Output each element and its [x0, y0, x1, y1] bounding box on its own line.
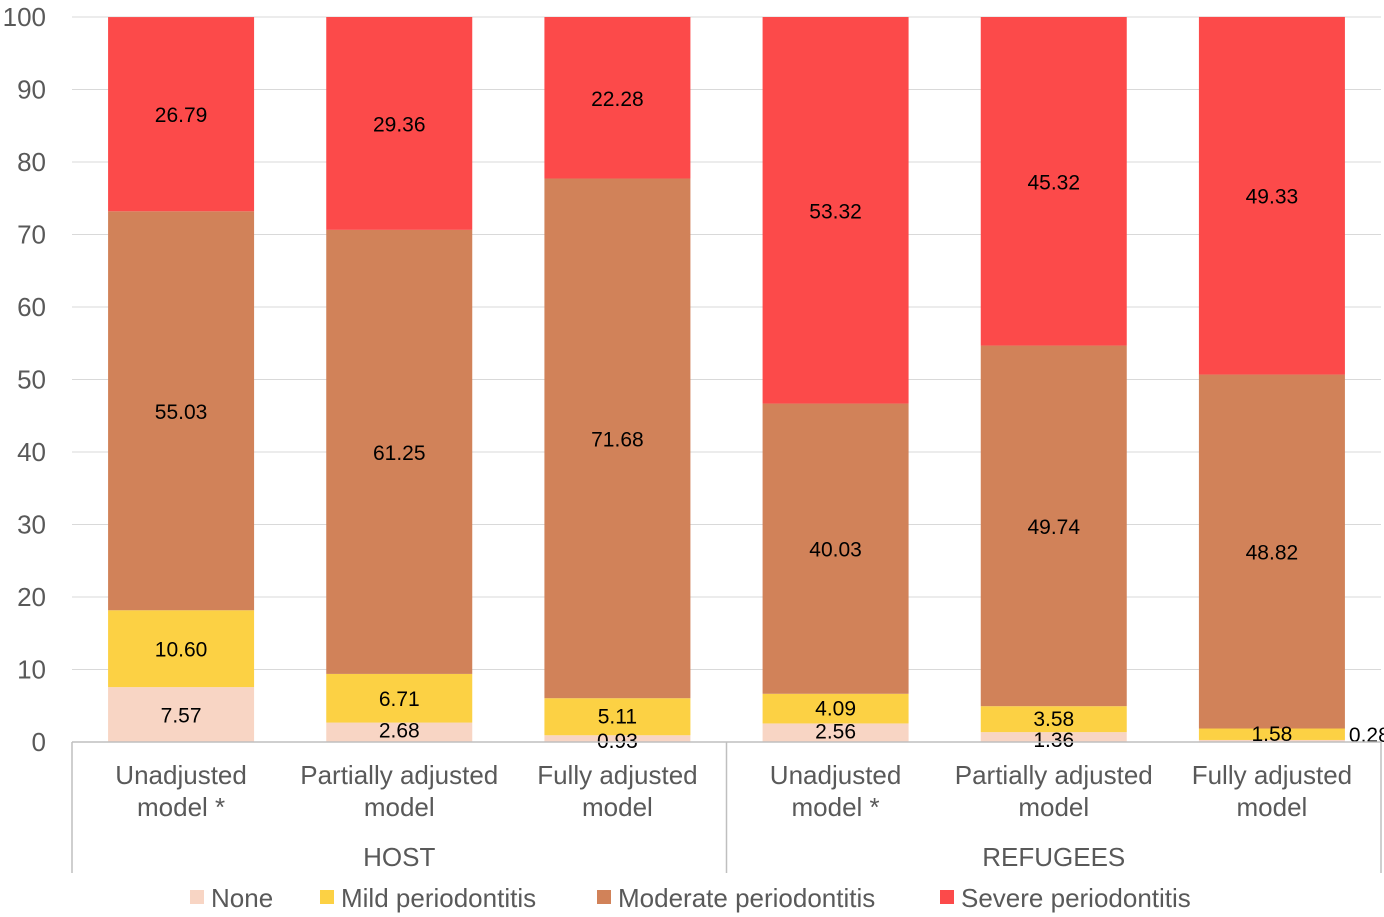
- y-tick-label: 80: [17, 147, 46, 177]
- bar-segment: [326, 722, 473, 742]
- bar-segment: [544, 735, 691, 742]
- gridlines: [72, 16, 1381, 670]
- x-category-label: Partially adjusted: [955, 760, 1153, 790]
- y-tick-label: 30: [17, 510, 46, 540]
- data-label: 5.11: [598, 706, 637, 729]
- x-category-label: model: [582, 792, 653, 822]
- bar-segment: [1198, 374, 1345, 729]
- legend-label: Severe periodontitis: [961, 883, 1191, 913]
- x-category-label: Unadjusted: [115, 760, 247, 790]
- x-group-label: REFUGEES: [982, 842, 1125, 872]
- bar-segment: [1198, 16, 1345, 375]
- legend-swatch: [320, 890, 334, 904]
- y-axis: 0 10 20 30 40 50 60 70 80 90 100: [3, 2, 46, 757]
- legend: None Mild periodontitis Moderate periodont…: [190, 883, 1191, 913]
- legend-swatch: [597, 890, 611, 904]
- bar-segment: [108, 17, 255, 212]
- x-category-label: Partially adjusted: [300, 760, 498, 790]
- x-group-label: HOST: [363, 842, 435, 872]
- bar-segment: [544, 698, 691, 736]
- x-category-label: Fully adjusted: [537, 760, 697, 790]
- y-tick-label: 100: [3, 2, 46, 32]
- bar-segment: [762, 693, 909, 724]
- bars: [108, 16, 1345, 742]
- bar-segment: [326, 17, 473, 230]
- bar-segment: [1198, 728, 1345, 740]
- legend-swatch: [190, 890, 204, 904]
- x-category-label: model: [1237, 792, 1308, 822]
- data-label: 40.03: [809, 539, 862, 562]
- y-tick-label: 50: [17, 365, 46, 395]
- legend-label: None: [211, 883, 273, 913]
- data-label: 3.58: [1033, 708, 1074, 731]
- x-category-label: model *: [792, 792, 880, 822]
- x-category-label: model: [364, 792, 435, 822]
- bar-segment: [108, 211, 255, 611]
- data-label: 48.82: [1246, 542, 1299, 565]
- bar-segment: [762, 17, 909, 404]
- y-tick-label: 20: [17, 582, 46, 612]
- bar-segment: [762, 403, 909, 694]
- bar-segment: [544, 17, 691, 179]
- data-label: 53.32: [809, 200, 862, 223]
- data-label: 1.36: [1033, 729, 1074, 752]
- y-tick-label: 40: [17, 437, 46, 467]
- data-label: 1.58: [1251, 723, 1292, 746]
- data-label: 2.68: [379, 720, 420, 743]
- y-tick-label: 60: [17, 292, 46, 322]
- data-label: 10.60: [155, 639, 208, 662]
- data-label: 6.71: [379, 688, 420, 711]
- data-label: 45.32: [1027, 171, 1080, 194]
- data-label: 2.56: [815, 720, 856, 743]
- legend-label: Moderate periodontitis: [618, 883, 875, 913]
- x-category-label: Fully adjusted: [1192, 760, 1352, 790]
- data-label: 26.79: [155, 104, 208, 127]
- y-tick-label: 0: [32, 727, 46, 757]
- y-tick-label: 90: [17, 75, 46, 105]
- legend-swatch: [940, 890, 954, 904]
- data-label: 0.28: [1349, 724, 1384, 747]
- bar-segment: [326, 229, 473, 674]
- bar-segment: [980, 732, 1127, 742]
- bar-segment: [326, 673, 473, 723]
- data-label: 4.09: [815, 698, 856, 721]
- x-category-label: Unadjusted: [770, 760, 902, 790]
- data-label: 61.25: [373, 442, 426, 465]
- data-label: 71.68: [591, 428, 644, 451]
- data-label: 22.28: [591, 88, 644, 111]
- data-label: 55.03: [155, 401, 208, 424]
- data-label: 29.36: [373, 113, 426, 136]
- x-category-label: model *: [137, 792, 225, 822]
- bar-segment: [980, 17, 1127, 346]
- y-tick-label: 70: [17, 220, 46, 250]
- bar-segment: [762, 723, 909, 742]
- x-category-label: model: [1018, 792, 1089, 822]
- bar-segment: [544, 178, 691, 699]
- y-tick-label: 10: [17, 655, 46, 685]
- bar-segment: [980, 345, 1127, 707]
- data-label: 7.57: [161, 705, 202, 728]
- data-label: 49.33: [1246, 186, 1299, 209]
- bar-segment: [1198, 739, 1345, 742]
- bar-segment: [980, 706, 1127, 733]
- bar-segment: [108, 687, 255, 742]
- bar-segment: [108, 610, 255, 688]
- legend-label: Mild periodontitis: [341, 883, 536, 913]
- data-label: 49.74: [1027, 516, 1080, 539]
